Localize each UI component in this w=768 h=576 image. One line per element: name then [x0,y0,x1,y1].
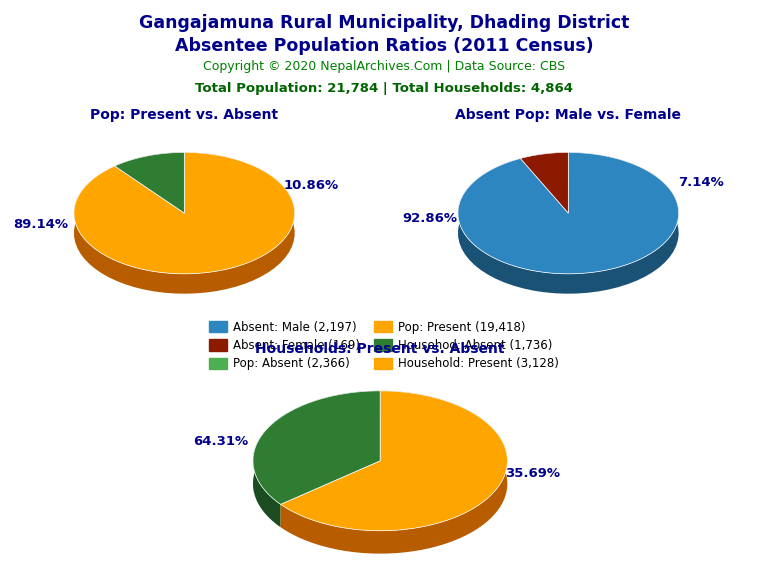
Polygon shape [280,391,508,530]
Polygon shape [114,153,184,213]
Polygon shape [74,153,295,294]
Text: Copyright © 2020 NepalArchives.Com | Data Source: CBS: Copyright © 2020 NepalArchives.Com | Dat… [203,60,565,74]
Title: Absent Pop: Male vs. Female: Absent Pop: Male vs. Female [455,108,681,122]
Polygon shape [253,391,380,505]
Text: 64.31%: 64.31% [194,435,249,448]
Polygon shape [458,153,679,274]
Text: Total Population: 21,784 | Total Households: 4,864: Total Population: 21,784 | Total Househo… [195,82,573,95]
Text: 10.86%: 10.86% [283,179,339,192]
Title: Households: Present vs. Absent: Households: Present vs. Absent [256,343,505,357]
Title: Pop: Present vs. Absent: Pop: Present vs. Absent [91,108,278,122]
Text: 7.14%: 7.14% [678,176,723,189]
Polygon shape [521,153,568,213]
Polygon shape [458,153,679,294]
Text: 92.86%: 92.86% [403,212,458,225]
Polygon shape [521,153,568,179]
Text: Absentee Population Ratios (2011 Census): Absentee Population Ratios (2011 Census) [174,37,594,55]
Polygon shape [74,153,295,274]
Polygon shape [114,153,184,186]
Text: 89.14%: 89.14% [13,218,68,230]
Polygon shape [280,391,508,554]
Polygon shape [253,391,380,527]
Legend: Absent: Male (2,197), Absent: Female (169), Pop: Absent (2,366), Pop: Present (1: Absent: Male (2,197), Absent: Female (16… [204,316,564,375]
Text: Gangajamuna Rural Municipality, Dhading District: Gangajamuna Rural Municipality, Dhading … [139,14,629,32]
Text: 35.69%: 35.69% [505,467,561,480]
